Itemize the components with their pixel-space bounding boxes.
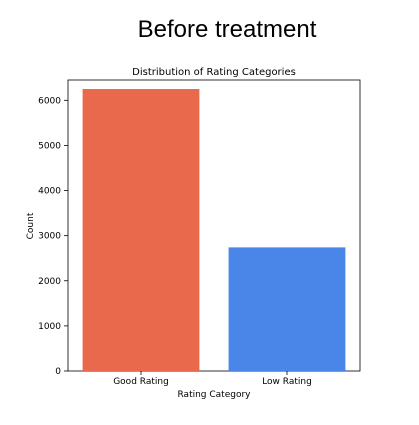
x-tick-label: Low Rating	[262, 377, 312, 387]
bar-good-rating	[82, 89, 200, 371]
heading: Before treatment	[137, 16, 317, 43]
y-tick-label: 1000	[38, 322, 61, 332]
y-tick-label: 5000	[38, 141, 61, 151]
bars	[82, 89, 346, 371]
x-axis-title: Rating Category	[178, 390, 252, 400]
plot-area-frame	[67, 79, 361, 372]
y-tick-label: 3000	[38, 232, 61, 242]
bar-low-rating	[228, 247, 346, 371]
y-tick-label: 6000	[38, 96, 61, 106]
x-axis: Good Rating Low Rating	[113, 371, 312, 387]
chart-title: Distribution of Rating Categories	[132, 67, 296, 78]
y-tick-label: 2000	[38, 277, 61, 287]
y-tick-label: 0	[55, 367, 61, 377]
y-axis-title: Count	[26, 212, 36, 239]
y-axis: 0 1000 2000 3000 4000 5000 6000	[38, 96, 68, 377]
x-tick-label: Good Rating	[113, 377, 169, 387]
y-tick-label: 4000	[38, 187, 61, 197]
